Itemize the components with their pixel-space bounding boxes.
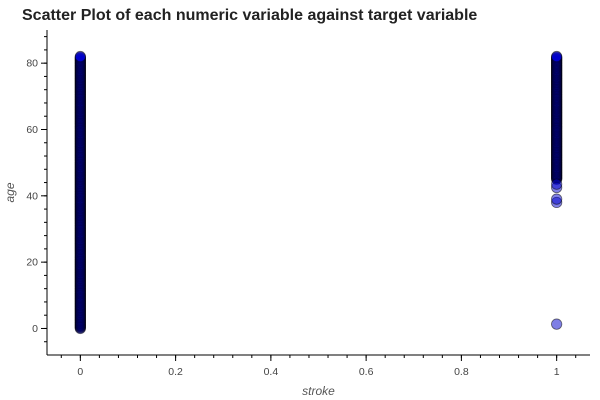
y-axis-label: age [3,182,17,202]
y-tick-label: 80 [26,58,38,70]
chart-title: Scatter Plot of each numeric variable ag… [22,7,478,24]
x-axis-label: stroke [302,384,335,398]
data-point [74,50,86,63]
data-point [551,193,563,205]
data-point [551,318,563,330]
x-tick-label: 1 [554,366,560,378]
axes [41,30,590,361]
x-tick-label: 0.6 [359,366,374,378]
data-points [74,50,563,335]
x-tick-label: 0.2 [168,366,183,378]
x-tick-label: 0.8 [454,366,469,378]
y-tick-label: 60 [26,124,38,136]
axis-labels: 0 20 40 60 80 0 0.2 0.4 0.6 0.8 1 stroke age [3,58,560,398]
y-tick-label: 0 [32,323,38,335]
data-point [551,50,563,63]
y-tick-label: 40 [26,190,38,202]
x-tick-label: 0.4 [264,366,279,378]
data-point [551,178,563,190]
y-tick-label: 20 [26,257,38,269]
x-tick-label: 0 [77,366,83,378]
